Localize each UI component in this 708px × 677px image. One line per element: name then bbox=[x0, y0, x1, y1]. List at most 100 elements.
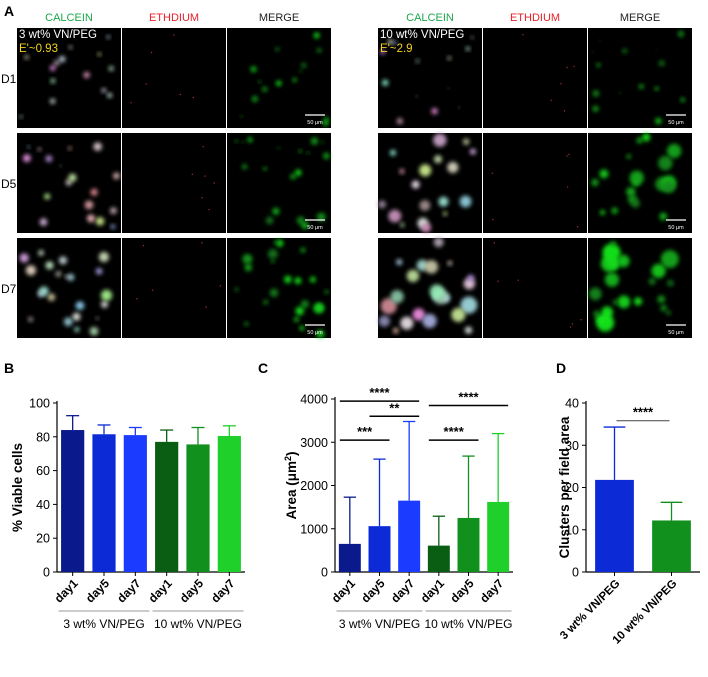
y-tick-label: 2000 bbox=[300, 479, 328, 493]
cell-blob bbox=[95, 216, 105, 226]
cell-blob bbox=[406, 269, 420, 283]
cell-blob bbox=[666, 143, 682, 159]
significance-label: ** bbox=[389, 400, 400, 415]
cell-speck bbox=[517, 279, 519, 281]
x-tick-label: day7 bbox=[388, 576, 417, 605]
cell-blob bbox=[433, 237, 444, 248]
cell-speck bbox=[192, 96, 194, 99]
cell-blob bbox=[300, 62, 307, 69]
cell-blob bbox=[451, 307, 466, 322]
day-label: D7 bbox=[1, 282, 17, 296]
cell-blob bbox=[396, 259, 403, 266]
channel-header: MERGE bbox=[259, 12, 299, 24]
cell-blob bbox=[626, 154, 632, 159]
scale-bar-label: 50 μm bbox=[668, 330, 684, 336]
cell-blob bbox=[462, 138, 470, 145]
cell-blob bbox=[316, 47, 322, 53]
cell-blob bbox=[296, 216, 305, 225]
y-tick-label: 0 bbox=[321, 566, 328, 580]
cell-blob bbox=[68, 146, 72, 151]
cell-blob bbox=[97, 52, 102, 57]
y-tick-label: 100 bbox=[29, 397, 50, 411]
cell-blob bbox=[390, 290, 404, 304]
cell-blob bbox=[661, 179, 676, 194]
cell-blob bbox=[240, 115, 243, 118]
cell-blob bbox=[447, 56, 452, 61]
cell-blob bbox=[400, 222, 405, 228]
cell-blob bbox=[642, 133, 651, 142]
cell-blob bbox=[655, 117, 662, 125]
cell-blob bbox=[422, 313, 437, 329]
scale-bar-label: 50 μm bbox=[668, 225, 684, 231]
cell-blob bbox=[263, 166, 267, 171]
cell-blob bbox=[324, 289, 329, 294]
cell-blob bbox=[616, 254, 630, 268]
y-tick-label: 1000 bbox=[300, 522, 328, 536]
cell-blob bbox=[309, 276, 316, 283]
cell-blob bbox=[271, 259, 275, 264]
cell-speck bbox=[201, 242, 203, 244]
cell-speck bbox=[573, 65, 575, 68]
cell-blob bbox=[38, 250, 44, 256]
cell-blob bbox=[411, 180, 420, 189]
cell-blob bbox=[272, 207, 280, 215]
cell-blob bbox=[293, 316, 300, 322]
cell-speck bbox=[492, 218, 494, 221]
cell-blob bbox=[276, 239, 284, 247]
cell-speck bbox=[145, 83, 147, 85]
cell-blob bbox=[269, 288, 279, 298]
bar bbox=[155, 441, 179, 572]
cell-blob bbox=[68, 45, 73, 50]
significance-label: **** bbox=[369, 385, 390, 400]
cell-blob bbox=[45, 261, 54, 270]
group-label: 10 wt% VN/PEG bbox=[380, 29, 464, 41]
cell-blob bbox=[396, 118, 403, 125]
y-tick-label: 0 bbox=[43, 566, 50, 580]
cell-blob bbox=[55, 270, 62, 278]
cell-speck bbox=[563, 110, 566, 112]
cell-speck bbox=[571, 323, 574, 325]
cell-blob bbox=[447, 161, 459, 173]
cell-blob bbox=[258, 80, 262, 84]
cell-blob bbox=[596, 313, 615, 332]
cell-speck bbox=[142, 244, 145, 247]
cell-blob bbox=[459, 195, 472, 208]
cell-blob bbox=[424, 260, 439, 274]
cell-blob bbox=[67, 273, 75, 281]
cell-blob bbox=[400, 316, 414, 330]
cell-blob bbox=[469, 148, 476, 155]
panel-letter-d: D bbox=[556, 360, 566, 376]
cell-blob bbox=[323, 121, 329, 126]
significance-label: **** bbox=[458, 389, 479, 404]
cell-blob bbox=[101, 87, 107, 93]
y-tick-label: 30 bbox=[565, 439, 579, 453]
cell-speck bbox=[130, 102, 132, 104]
cell-blob bbox=[654, 86, 659, 91]
y-tick-label: 20 bbox=[36, 532, 50, 546]
cell-blob bbox=[108, 65, 114, 72]
group-label: 3 wt% VN/PEG bbox=[19, 29, 97, 41]
micrograph-group: CALCEIN ETHDIUM MERGE D1 50 μm D5 50 μm D7 50 μm… bbox=[1, 12, 331, 338]
x-tick-label: day5 bbox=[447, 576, 476, 605]
cell-blob bbox=[316, 212, 326, 222]
y-tick-label: 3000 bbox=[300, 436, 328, 450]
cell-blob bbox=[666, 310, 671, 316]
cell-blob bbox=[19, 115, 23, 119]
y-axis-label: Clusters per field area bbox=[557, 416, 572, 558]
cell-blob bbox=[86, 214, 96, 223]
y-tick-label: 4000 bbox=[300, 393, 328, 407]
cell-blob bbox=[39, 218, 48, 226]
cell-speck bbox=[201, 196, 203, 199]
cell-blob bbox=[58, 55, 66, 63]
cell-blob bbox=[247, 137, 253, 143]
cell-blob bbox=[250, 66, 257, 73]
cell-blob bbox=[434, 155, 442, 164]
cell-blob bbox=[431, 107, 438, 115]
cell-blob bbox=[429, 284, 444, 299]
cell-speck bbox=[493, 242, 496, 244]
cell-blob bbox=[611, 207, 618, 214]
cell-blob bbox=[90, 188, 98, 196]
cell-blob bbox=[64, 274, 69, 279]
cell-blob bbox=[389, 149, 397, 156]
